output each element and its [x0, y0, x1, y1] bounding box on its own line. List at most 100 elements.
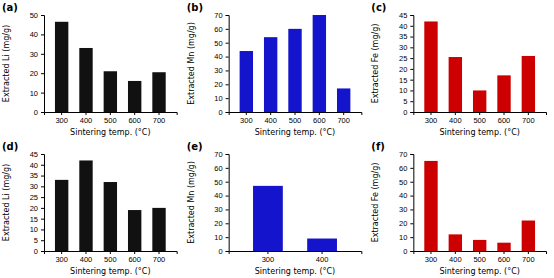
y-tick-mark	[226, 112, 229, 113]
y-tick-mark	[41, 154, 44, 155]
y-tick-label: 0	[403, 108, 407, 117]
y-tick: 15	[399, 76, 413, 85]
bar	[152, 208, 165, 251]
bars	[424, 161, 535, 251]
y-tick-mark	[410, 37, 413, 38]
y-tick-mark	[410, 80, 413, 81]
y-tick-mark	[41, 240, 44, 241]
y-tick-label: 60	[399, 164, 407, 173]
y-tick-label: 50	[30, 11, 38, 20]
y-tick: 70	[399, 150, 413, 159]
x-axis: 300400500600700	[229, 112, 362, 125]
x-tick-label: 300	[240, 116, 253, 125]
y-tick-mark	[41, 15, 44, 16]
x-tick: 300	[55, 112, 68, 125]
axis-line	[226, 16, 230, 113]
x-tick-mark	[110, 112, 111, 115]
x-axis: 300400500600700	[414, 251, 547, 264]
y-tick-mark	[226, 209, 229, 210]
y-tick: 50	[214, 178, 228, 187]
y-tick-label: 10	[214, 94, 222, 103]
bar	[104, 182, 117, 251]
x-tick: 700	[337, 112, 350, 125]
x-tick: 600	[313, 112, 326, 125]
y-axis-title: Extracted Li (mg/g)	[2, 25, 11, 102]
bar	[253, 186, 283, 251]
x-tick-mark	[528, 112, 529, 115]
y-tick: 40	[399, 191, 413, 200]
y-tick-mark	[226, 251, 229, 252]
bar	[128, 210, 141, 251]
y-tick-mark	[410, 90, 413, 91]
x-axis-title: Sintering temp. (°C)	[255, 267, 335, 276]
x-tick: 300	[262, 251, 275, 264]
x-tick: 300	[55, 251, 68, 264]
panel: 300400500600700010203040506070Sintering …	[371, 141, 546, 276]
y-tick-label: 0	[34, 108, 38, 117]
y-tick-mark	[410, 112, 413, 113]
panel-label: (b)	[187, 2, 203, 13]
x-tick-label: 500	[104, 255, 117, 264]
y-tick-mark	[41, 93, 44, 94]
x-tick-mark	[504, 251, 505, 254]
y-tick-label: 60	[214, 25, 222, 34]
x-tick: 300	[425, 251, 438, 264]
y-tick-label: 45	[30, 150, 38, 159]
x-tick-mark	[134, 251, 135, 254]
x-tick-label: 600	[498, 255, 511, 264]
y-tick-label: 15	[30, 215, 38, 224]
y-tick: 60	[214, 25, 228, 34]
bar	[307, 239, 337, 251]
y-tick-mark	[226, 168, 229, 169]
bar	[473, 90, 486, 112]
bar	[497, 75, 510, 112]
bars	[55, 22, 166, 112]
y-tick-label: 35	[399, 32, 407, 41]
y-axis-title: Extracted Fe (mg/g)	[371, 24, 380, 104]
bar	[79, 160, 92, 251]
y-tick-label: 50	[214, 39, 222, 48]
y-tick: 40	[30, 30, 44, 39]
y-tick-mark	[226, 237, 229, 238]
y-tick-label: 40	[30, 30, 38, 39]
y-tick: 30	[399, 205, 413, 214]
y-tick-label: 30	[214, 205, 222, 214]
y-tick-mark	[226, 154, 229, 155]
y-tick: 40	[214, 52, 228, 61]
y-tick: 10	[214, 94, 228, 103]
axis-line	[229, 113, 362, 116]
bar	[449, 234, 462, 251]
y-tick: 0	[403, 247, 413, 256]
x-tick: 500	[473, 112, 486, 125]
x-tick-label: 400	[80, 255, 93, 264]
y-tick: 15	[30, 215, 44, 224]
y-tick: 0	[34, 108, 44, 117]
y-tick-label: 10	[399, 86, 407, 95]
y-tick: 0	[218, 247, 228, 256]
y-tick-mark	[226, 57, 229, 58]
x-tick-label: 500	[473, 255, 486, 264]
x-tick-mark	[61, 251, 62, 254]
y-tick-mark	[41, 165, 44, 166]
y-tick-label: 5	[403, 97, 407, 106]
y-tick-mark	[41, 219, 44, 220]
x-tick-label: 300	[262, 255, 275, 264]
y-tick: 35	[399, 32, 413, 41]
y-tick: 30	[399, 43, 413, 52]
bar	[79, 48, 92, 112]
panel-label: (a)	[2, 2, 18, 13]
y-tick-mark	[410, 47, 413, 48]
y-tick-mark	[410, 223, 413, 224]
panel: 300400500600700051015202530354045Sinteri…	[371, 2, 546, 137]
y-tick-mark	[410, 251, 413, 252]
y-tick-label: 50	[214, 178, 222, 187]
x-tick: 700	[153, 251, 166, 264]
x-tick-label: 600	[313, 116, 326, 125]
y-tick-mark	[410, 58, 413, 59]
bar	[152, 72, 165, 112]
x-tick: 600	[498, 112, 511, 125]
y-tick-label: 20	[30, 69, 38, 78]
y-tick-mark	[41, 229, 44, 230]
x-tick: 400	[264, 112, 277, 125]
y-tick: 10	[30, 89, 44, 98]
